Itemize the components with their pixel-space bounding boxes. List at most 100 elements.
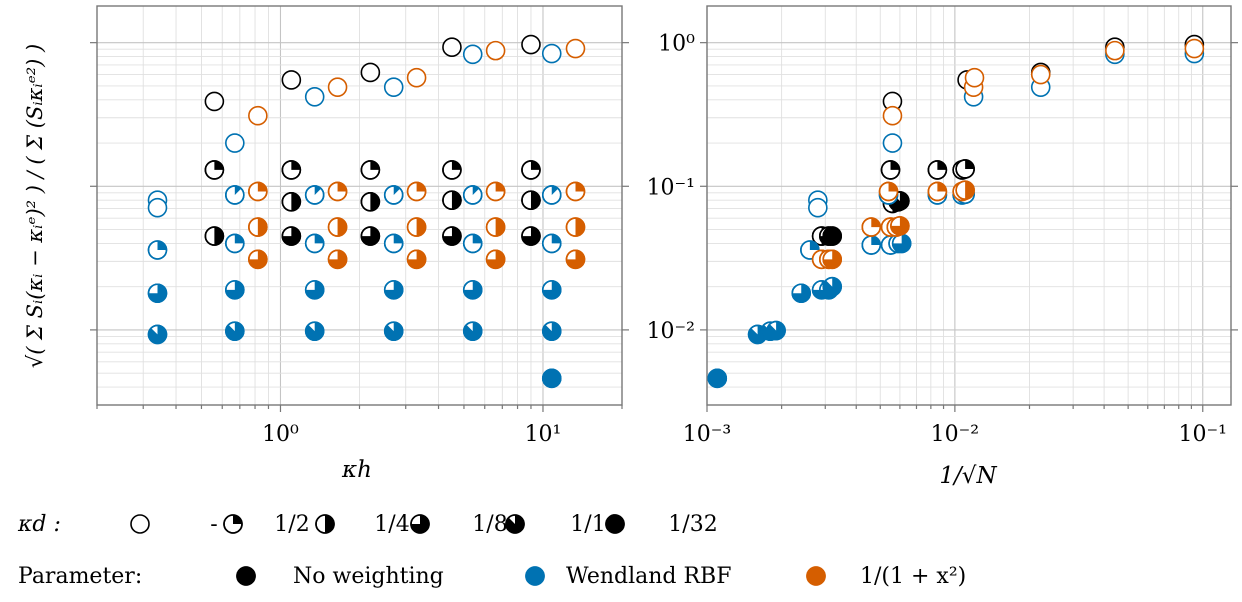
x-tick-label: 10⁻³ (683, 422, 731, 447)
data-point (442, 226, 462, 246)
data-point (248, 105, 268, 126)
legend-param-prefix: Parameter: (18, 564, 142, 589)
data-point (248, 181, 268, 202)
data-point (248, 249, 268, 270)
x-tick-label: 10⁻¹ (1179, 422, 1227, 447)
tick-marks (90, 42, 629, 412)
legend-param-marker (525, 566, 545, 586)
data-point (541, 185, 562, 205)
data-point (521, 226, 541, 246)
data-point (565, 38, 586, 59)
data-point (882, 105, 903, 126)
data-point (383, 77, 404, 97)
data-point (861, 217, 882, 237)
data-point (462, 321, 483, 341)
data-point (281, 226, 302, 246)
data-point (204, 91, 225, 112)
series-2 (248, 38, 586, 270)
series-1 (707, 43, 1205, 389)
data-point (890, 216, 910, 236)
legend-kd-label: - (210, 512, 217, 537)
legend-param-marker (806, 566, 826, 586)
tick-marks (700, 42, 1238, 412)
data-point (927, 160, 948, 180)
data-point (406, 67, 427, 88)
data-point (281, 191, 302, 212)
data-point (360, 191, 381, 212)
data-point (360, 160, 381, 180)
x-axis-label-left: κh (341, 457, 372, 483)
data-point (327, 249, 348, 270)
data-point (304, 233, 325, 254)
y-axis-label: √( Σ Sᵢ(κᵢ − κᵢᵉ)² ) / ( Σ (Sᵢκᵢᵉ²) ) (23, 44, 47, 368)
data-point (327, 181, 348, 202)
x-tick-label: 10⁻² (931, 422, 979, 447)
legend-param-label: Wendland RBF (566, 564, 731, 589)
data-point (281, 70, 302, 90)
legend-kd-marker (223, 514, 243, 534)
data-point (383, 280, 404, 300)
data-point (204, 160, 225, 180)
data-point (406, 249, 427, 270)
data-point (565, 181, 586, 202)
legend-kd-label: 1/32 (668, 512, 717, 537)
data-point (541, 280, 562, 300)
data-point (147, 240, 168, 260)
data-point (204, 226, 225, 246)
data-point (565, 217, 586, 237)
legend-param-label: No weighting (293, 564, 444, 589)
legend-kd-marker (605, 514, 625, 534)
data-point (304, 280, 325, 300)
data-point (304, 185, 325, 205)
data-point (442, 190, 462, 211)
data-point (360, 226, 381, 246)
data-point (707, 368, 728, 389)
legend-kd-label: 1/8 (472, 512, 507, 537)
legend-kd-prefix: κd : (17, 512, 61, 537)
data-point (541, 321, 562, 341)
data-point (147, 324, 168, 345)
data-point (766, 320, 786, 341)
data-point (1105, 40, 1125, 61)
legend-kd-marker (130, 514, 150, 534)
left-panel: 10⁰ 10¹ (90, 5, 629, 447)
data-point (225, 185, 245, 205)
data-point (462, 44, 483, 65)
data-point (225, 321, 245, 341)
data-point (248, 217, 268, 237)
data-point (521, 190, 541, 211)
data-point (955, 180, 975, 200)
data-point (485, 181, 506, 202)
data-point (360, 62, 381, 83)
data-point (462, 233, 483, 254)
data-point (327, 77, 348, 97)
data-point (442, 37, 462, 57)
data-point (147, 283, 168, 304)
x-tick-label: 10¹ (525, 422, 562, 447)
grid (96, 6, 623, 406)
data-point (822, 276, 843, 297)
data-point (791, 283, 812, 304)
x-axis-label-right: 1/√N (939, 463, 997, 489)
plot-frame (706, 5, 1232, 406)
y-tick-label: 10⁰ (658, 32, 695, 57)
data-point (225, 133, 245, 153)
data-point (964, 67, 985, 88)
data-point (406, 181, 427, 202)
legend-kd-label: 1/2 (274, 512, 309, 537)
legend-kd-marker (505, 514, 525, 534)
series-1 (147, 43, 562, 389)
data-point (1184, 38, 1205, 59)
data-point (808, 197, 828, 218)
legend-param-marker (236, 566, 256, 586)
legend-kd-marker (410, 514, 430, 534)
data-point (541, 43, 562, 64)
data-point (281, 160, 302, 180)
data-point (485, 249, 506, 270)
data-point (383, 321, 404, 341)
y-tick-label: 10⁻² (647, 319, 695, 344)
legend-parameter: Parameter: No weighting Wendland RBF 1/(1 … (18, 564, 966, 589)
data-point (485, 40, 506, 61)
data-point (927, 181, 948, 202)
